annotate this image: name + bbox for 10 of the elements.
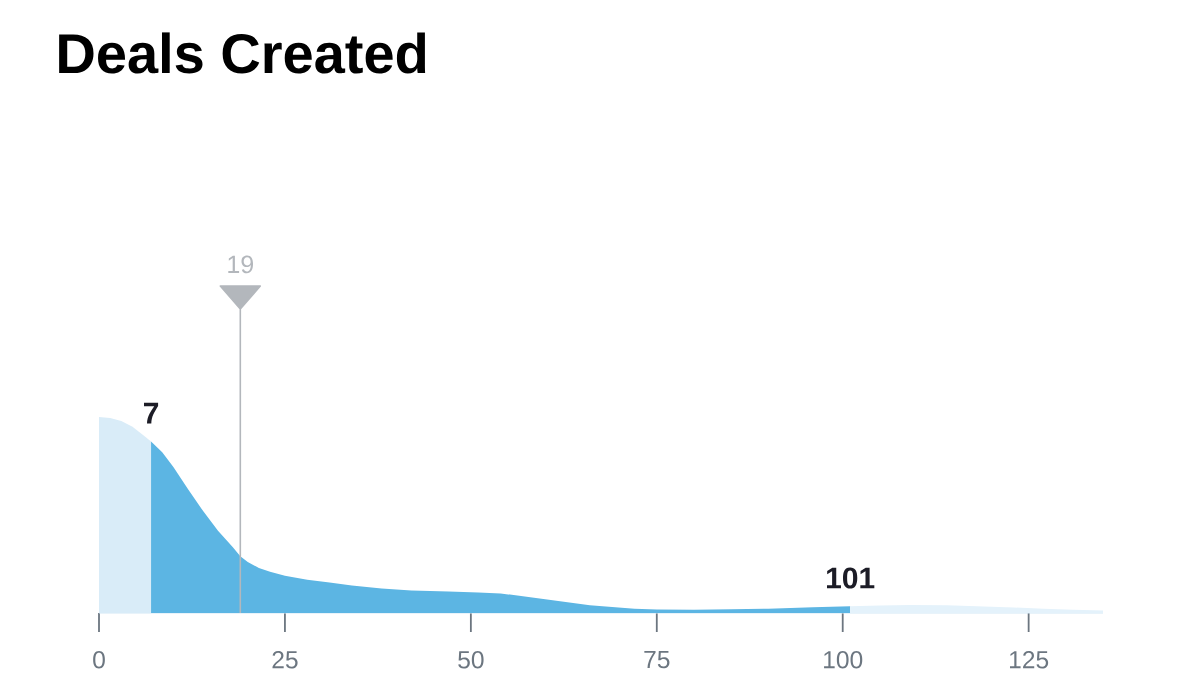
x-tick-label: 50 [458, 651, 484, 669]
x-tick-label: 25 [272, 651, 298, 669]
chart-title: Deals Created [59, 32, 426, 74]
x-tick-label: 100 [824, 651, 863, 669]
x-tick-label: 75 [644, 651, 670, 669]
x-tick-label: 0 [93, 651, 105, 669]
annotation: 7 [144, 402, 159, 424]
annotation: 101 [827, 567, 875, 589]
x-tick-label: 125 [1009, 651, 1049, 669]
ref-line-label: 19 [228, 255, 254, 274]
